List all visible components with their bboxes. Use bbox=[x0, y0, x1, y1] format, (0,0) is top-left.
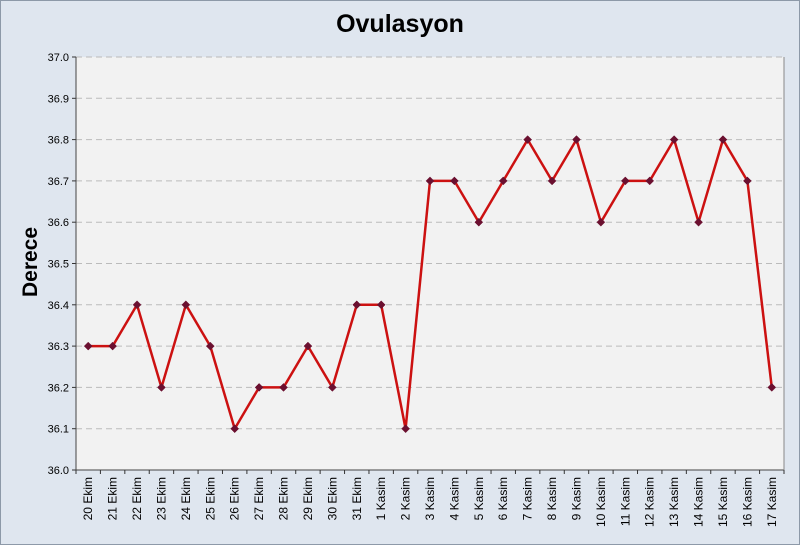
data-point-marker bbox=[108, 341, 117, 351]
x-tick-label: 3 Kasim bbox=[423, 477, 437, 520]
chart-title: Ovulasyon bbox=[336, 10, 464, 38]
x-tick-label: 23 Ekim bbox=[154, 477, 168, 520]
data-point-marker bbox=[645, 176, 655, 186]
x-tick-label: 15 Kasim bbox=[716, 477, 730, 527]
x-tick-label: 28 Ekim bbox=[277, 477, 291, 520]
x-tick-label: 5 Kasim bbox=[472, 477, 486, 520]
x-tick-label: 11 Kasim bbox=[618, 477, 632, 526]
data-point-marker bbox=[376, 300, 386, 310]
x-tick-label: 21 Ekim bbox=[106, 477, 120, 520]
data-point-marker bbox=[352, 300, 362, 310]
data-point-marker bbox=[157, 383, 166, 392]
data-point-marker bbox=[572, 135, 581, 144]
y-tick-label: 36.3 bbox=[48, 341, 69, 353]
data-point-marker bbox=[767, 383, 777, 392]
x-tick-label: 14 Kasim bbox=[692, 477, 706, 527]
x-tick-label: 22 Ekim bbox=[130, 477, 144, 520]
data-point-marker bbox=[596, 217, 606, 227]
x-tick-label: 7 Kasim bbox=[521, 477, 535, 520]
x-tick-label: 20 Ekim bbox=[81, 477, 95, 520]
y-tick-label: 37.0 bbox=[48, 52, 69, 64]
x-tick-label: 24 Ekim bbox=[179, 477, 193, 520]
data-point-marker bbox=[523, 135, 533, 144]
y-tick-label: 36.9 bbox=[48, 93, 69, 105]
y-tick-label: 36.6 bbox=[48, 217, 69, 229]
y-tick-label: 36.5 bbox=[48, 259, 69, 271]
data-point-marker bbox=[303, 341, 313, 351]
x-tick-label: 8 Kasim bbox=[545, 477, 559, 520]
x-tick-label: 27 Ekim bbox=[252, 477, 266, 520]
data-point-marker bbox=[450, 176, 459, 186]
data-point-marker bbox=[743, 176, 752, 186]
data-point-marker bbox=[718, 135, 728, 144]
x-tick-label: 17 Kasim bbox=[765, 477, 779, 527]
data-point-marker bbox=[547, 176, 557, 186]
x-tick-label: 1 Kasim bbox=[374, 477, 388, 520]
x-tick-label: 13 Kasim bbox=[667, 477, 681, 527]
data-point-marker bbox=[205, 341, 215, 351]
y-tick-label: 36.1 bbox=[48, 424, 69, 436]
data-point-marker bbox=[83, 341, 93, 351]
data-point-marker bbox=[254, 383, 264, 392]
y-tick-label: 36.8 bbox=[48, 135, 69, 147]
y-tick-label: 36.2 bbox=[48, 382, 69, 394]
data-point-marker bbox=[425, 176, 435, 186]
data-point-marker bbox=[132, 300, 142, 310]
x-tick-label: 9 Kasim bbox=[569, 477, 583, 520]
x-tick-label: 12 Kasim bbox=[643, 477, 657, 527]
data-point-marker bbox=[474, 217, 484, 227]
x-tick-label: 26 Ekim bbox=[228, 477, 242, 520]
data-point-marker bbox=[498, 176, 508, 186]
data-point-marker bbox=[401, 424, 410, 434]
data-point-marker bbox=[279, 383, 288, 392]
data-point-marker bbox=[181, 300, 191, 310]
x-tick-label: 10 Kasim bbox=[594, 477, 608, 527]
y-tick-label: 36.7 bbox=[48, 176, 69, 188]
x-tick-label: 16 Kasim bbox=[740, 477, 754, 527]
data-point-marker bbox=[669, 135, 679, 144]
y-tick-label: 36.4 bbox=[48, 300, 69, 312]
y-tick-label: 36.0 bbox=[48, 465, 69, 477]
data-point-marker bbox=[230, 424, 240, 434]
x-tick-label: 25 Ekim bbox=[203, 477, 217, 520]
x-tick-label: 30 Ekim bbox=[325, 477, 339, 520]
x-tick-label: 6 Kasim bbox=[496, 477, 510, 520]
data-point-marker bbox=[694, 217, 703, 227]
data-point-marker bbox=[327, 383, 337, 392]
x-tick-label: 29 Ekim bbox=[301, 477, 315, 520]
x-tick-label: 31 Ekim bbox=[350, 477, 364, 520]
x-tick-label: 2 Kasim bbox=[399, 477, 413, 520]
data-point-marker bbox=[620, 176, 630, 186]
x-tick-label: 4 Kasim bbox=[447, 477, 461, 520]
